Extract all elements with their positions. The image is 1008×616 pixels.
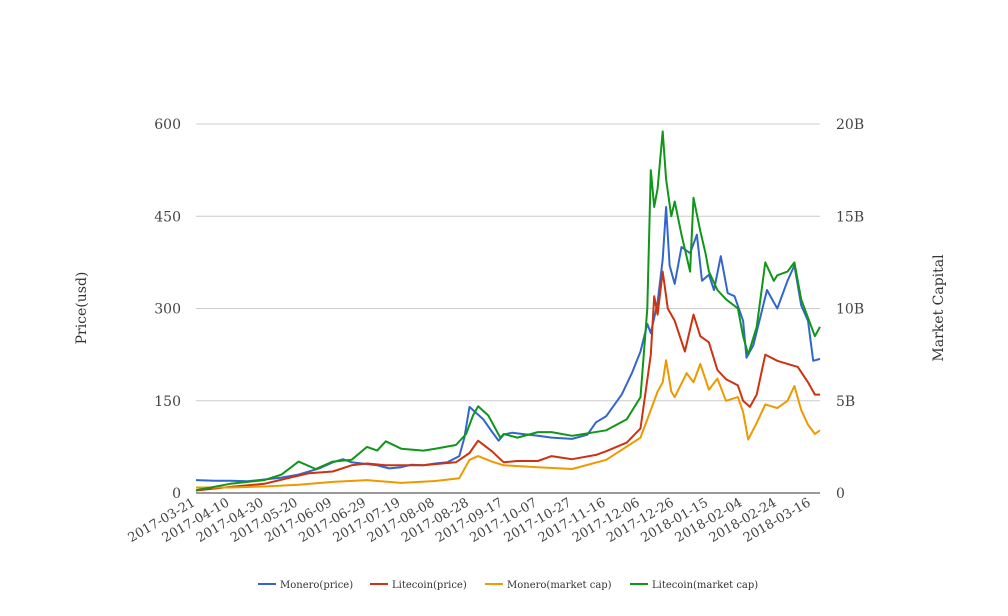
legend-label: Litecoin(market cap) bbox=[652, 580, 758, 591]
series-line-litecoin-market-cap bbox=[195, 130, 821, 492]
y-left-tick-label: 300 bbox=[154, 302, 181, 318]
series-line-litecoin-price bbox=[195, 270, 820, 492]
y-left-tick-label: 150 bbox=[154, 394, 181, 410]
y-left-tick-label: 600 bbox=[154, 117, 181, 133]
left-y-axis-title: Price(usd) bbox=[74, 272, 90, 345]
gridlines bbox=[196, 123, 820, 402]
series-lines bbox=[195, 130, 821, 492]
right-y-axis-ticks: 0 5B 10B 15B 20B bbox=[836, 117, 864, 502]
left-y-axis-ticks: 0 150 300 450 600 bbox=[154, 117, 181, 502]
x-axis-ticks: 2017-03-212017-04-102017-04-302017-05-20… bbox=[126, 495, 814, 546]
y-right-tick-label: 15B bbox=[836, 209, 864, 225]
y-left-tick-label: 450 bbox=[154, 209, 181, 225]
y-left-tick-label: 0 bbox=[172, 486, 181, 502]
y-right-tick-label: 20B bbox=[836, 117, 864, 133]
y-right-tick-label: 0 bbox=[836, 486, 845, 502]
right-y-axis-title: Market Capital bbox=[931, 254, 947, 362]
legend-label: Monero(market cap) bbox=[507, 580, 612, 591]
legend-label: Monero(price) bbox=[280, 580, 353, 591]
y-right-tick-label: 5B bbox=[836, 394, 855, 410]
legend-label: Litecoin(price) bbox=[392, 580, 467, 591]
series-line-monero-market-cap bbox=[196, 359, 821, 489]
legend: Monero(price) Litecoin(price) Monero(marke… bbox=[258, 580, 758, 591]
y-right-tick-label: 10B bbox=[836, 302, 864, 318]
series-line-monero-price bbox=[195, 206, 821, 483]
